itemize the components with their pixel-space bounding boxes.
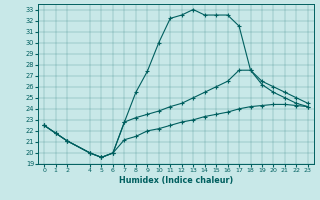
X-axis label: Humidex (Indice chaleur): Humidex (Indice chaleur) xyxy=(119,176,233,185)
